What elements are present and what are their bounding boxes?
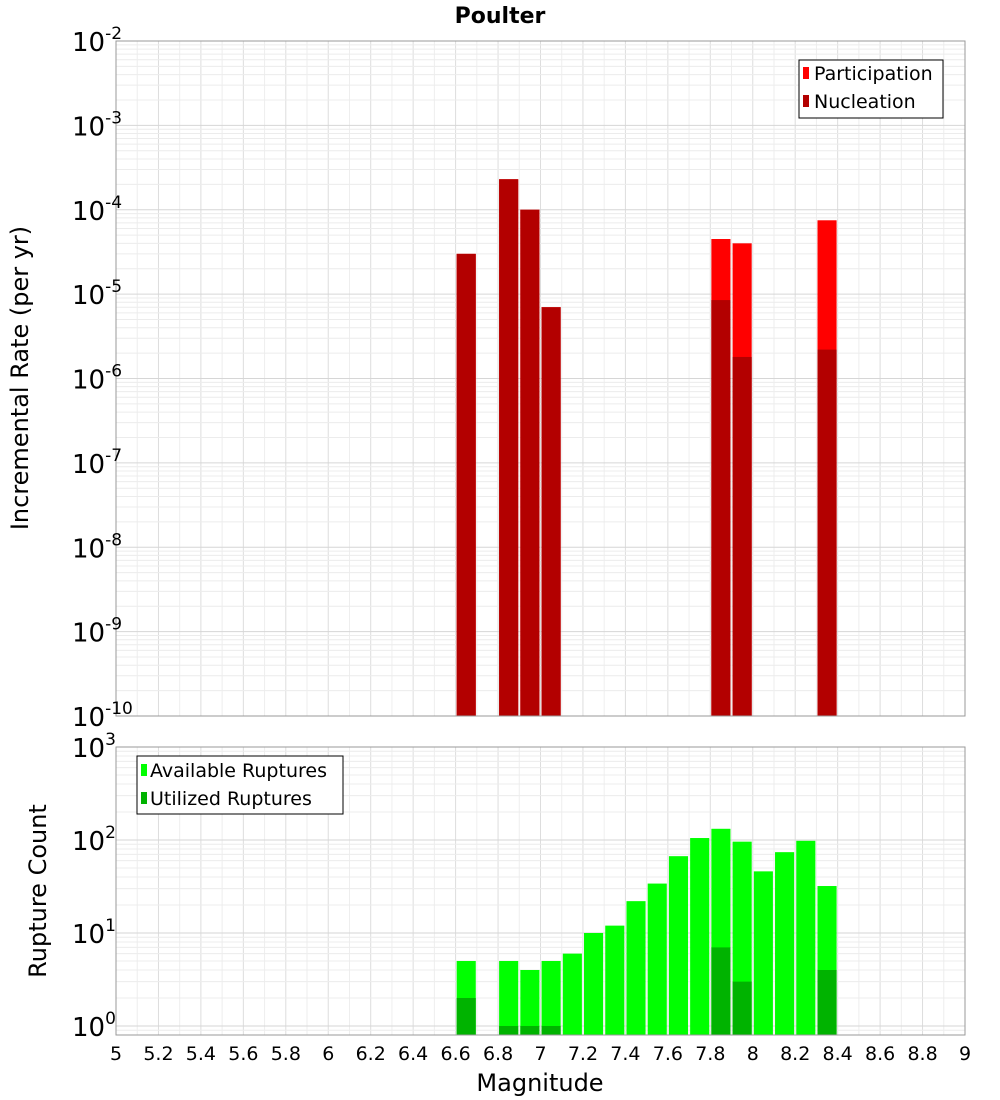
top-plot-frame	[115, 40, 966, 717]
bottom-x-tick-labels: 5 5.2 5.4 5.6 5.8 6 6.2 6.4 6.6 6.8 7 7.2 7.4 7.6 7.8 8…	[110, 1043, 971, 1065]
available-bar	[753, 871, 773, 1035]
x-tick-label: 6.2	[356, 1043, 386, 1065]
x-tick-label: 8.8	[907, 1043, 937, 1065]
top-gridlines	[115, 41, 966, 717]
nucleation-bar	[499, 179, 519, 716]
y-tick-label: 10-9	[72, 615, 122, 649]
y-tick-label: 101	[72, 916, 116, 950]
y-tick-label: 103	[72, 730, 116, 764]
y-tick-label: 10-6	[72, 362, 122, 396]
top-legend: Participation Nucleation	[798, 59, 944, 119]
top-y-axis-label: Incremental Rate (per yr)	[6, 226, 34, 530]
nucleation-bar	[711, 300, 731, 716]
x-tick-label: 5.6	[228, 1043, 258, 1065]
available-bar	[775, 852, 795, 1035]
bottom-plot-frame	[115, 746, 966, 1036]
y-tick-label: 10-4	[72, 193, 122, 227]
bottom-legend: Available Ruptures Utilized Ruptures	[136, 755, 344, 815]
x-tick-label: 6	[322, 1043, 334, 1065]
available-bar	[541, 960, 561, 1035]
available-bar	[520, 969, 540, 1035]
utilized-bar	[541, 1025, 561, 1035]
utilized-bar	[711, 947, 731, 1035]
legend-swatch-utilized	[141, 792, 147, 804]
x-tick-label: 6.6	[440, 1043, 470, 1065]
top-bars	[456, 179, 837, 717]
bottom-y-tick-labels: 100 101 102 103	[72, 730, 116, 1043]
x-tick-label: 8.6	[865, 1043, 895, 1065]
nucleation-bar	[520, 209, 540, 716]
available-bar	[499, 960, 519, 1035]
available-bar	[584, 932, 604, 1035]
x-tick-label: 7.6	[653, 1043, 683, 1065]
bottom-y-axis-label: Rupture Count	[24, 804, 52, 978]
available-bar	[690, 838, 710, 1035]
x-tick-label: 6.8	[483, 1043, 513, 1065]
x-tick-label: 5	[110, 1043, 122, 1065]
x-tick-label: 7.4	[610, 1043, 640, 1065]
y-tick-label: 10-5	[72, 277, 122, 311]
x-tick-label: 5.2	[143, 1043, 173, 1065]
utilized-bar	[520, 1025, 540, 1035]
x-tick-label: 5.8	[271, 1043, 301, 1065]
nucleation-bar	[541, 307, 561, 716]
x-tick-label: 8.4	[823, 1043, 853, 1065]
y-tick-label: 102	[72, 823, 116, 857]
available-bar	[796, 840, 816, 1035]
y-tick-label: 100	[72, 1009, 116, 1043]
top-panel: 10-10 10-9 10-8 10-7 10-6 10-5 10-4 10-3 10-2 In…	[6, 24, 966, 733]
y-tick-label: 10-3	[72, 108, 122, 142]
legend-swatch-participation	[803, 67, 809, 79]
available-bar	[605, 925, 625, 1035]
available-bar	[626, 901, 646, 1035]
x-tick-label: 6.4	[398, 1043, 428, 1065]
x-tick-label: 7.8	[695, 1043, 725, 1065]
legend-label-utilized: Utilized Ruptures	[150, 788, 312, 810]
utilized-bar	[499, 1025, 519, 1035]
nucleation-bar	[456, 253, 476, 716]
nucleation-bar	[732, 356, 752, 716]
available-bar	[668, 856, 689, 1035]
legend-swatch-nucleation	[803, 95, 809, 107]
utilized-bar	[732, 981, 752, 1035]
x-tick-label: 9	[959, 1043, 971, 1065]
utilized-bar	[817, 969, 837, 1035]
top-legend-box	[798, 59, 944, 119]
y-tick-label: 10-2	[72, 24, 122, 58]
legend-label-participation: Participation	[814, 63, 933, 85]
y-tick-label: 10-8	[72, 530, 122, 564]
top-y-tick-labels: 10-10 10-9 10-8 10-7 10-6 10-5 10-4 10-3 10-2	[72, 24, 133, 733]
available-bar	[562, 953, 582, 1035]
x-tick-label: 5.4	[186, 1043, 216, 1065]
chart-title: Poulter	[455, 4, 546, 29]
legend-swatch-available	[141, 764, 147, 776]
y-tick-label: 10-7	[72, 446, 122, 480]
bottom-legend-box	[136, 755, 344, 815]
legend-label-nucleation: Nucleation	[814, 91, 916, 113]
x-tick-label: 7	[534, 1043, 546, 1065]
nucleation-bar	[817, 349, 837, 716]
x-axis-label: Magnitude	[476, 1069, 603, 1097]
x-tick-label: 8	[747, 1043, 759, 1065]
bottom-bars	[456, 828, 837, 1035]
legend-label-available: Available Ruptures	[150, 760, 327, 782]
x-tick-label: 7.2	[568, 1043, 598, 1065]
x-tick-label: 8.2	[780, 1043, 810, 1065]
y-tick-label: 10-10	[72, 699, 133, 733]
bottom-panel: 100 101 102 103 5 5.2 5.4 5.6 5.8 6 6.2 6.4 6.6 6.8 7…	[24, 730, 971, 1097]
utilized-bar	[456, 997, 476, 1035]
available-bar	[647, 883, 667, 1035]
